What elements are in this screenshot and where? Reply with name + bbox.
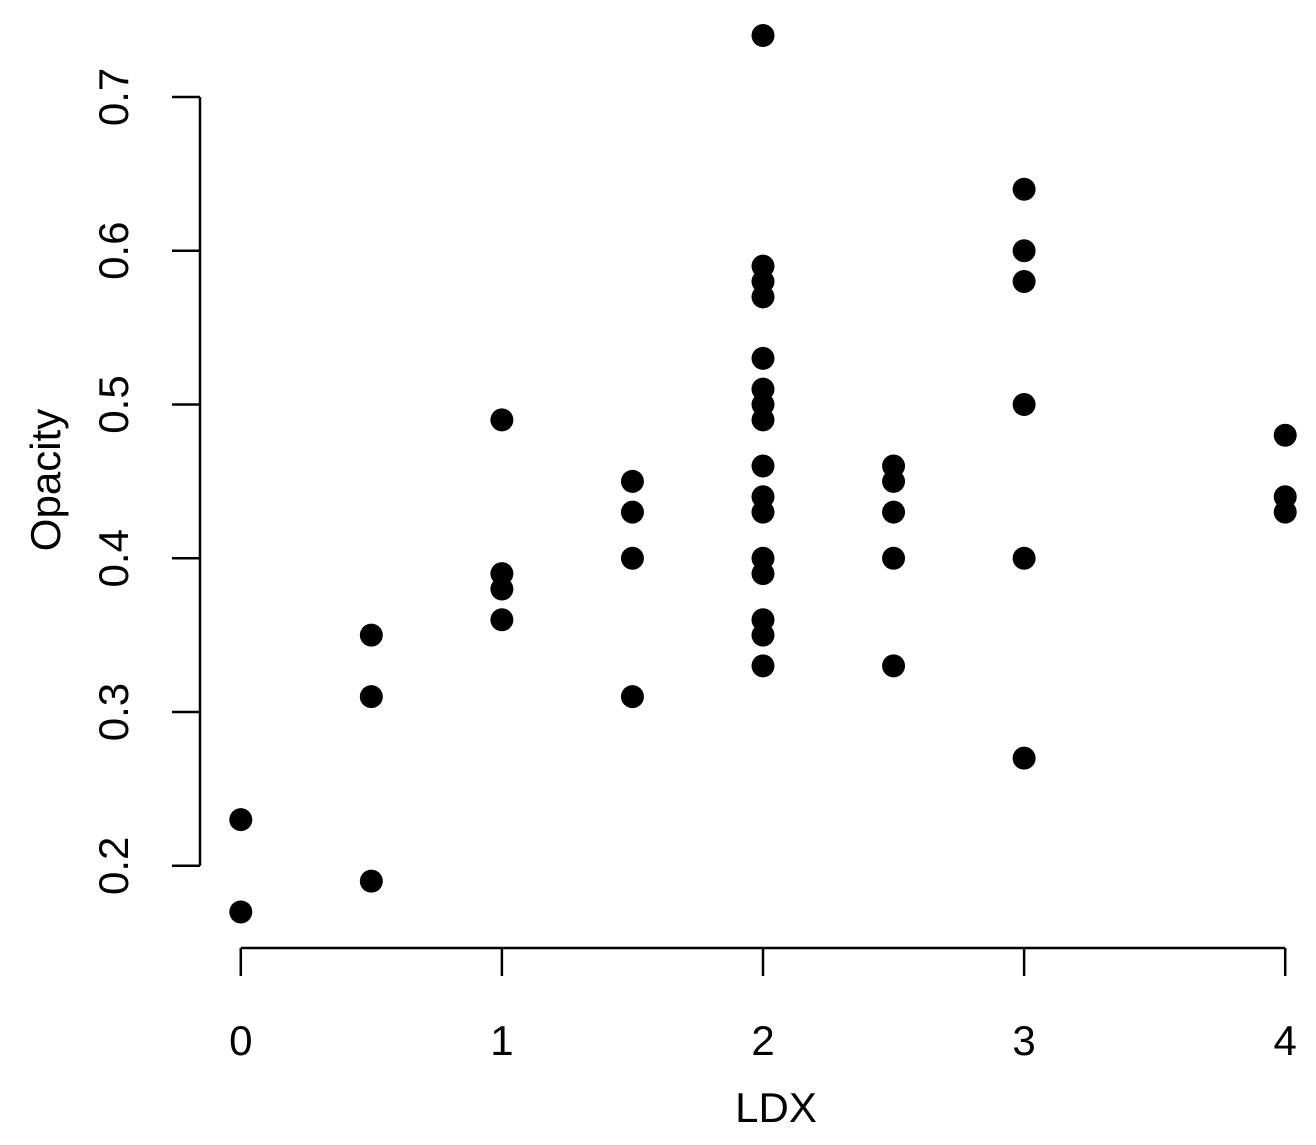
point xyxy=(490,408,514,432)
x-tick-label: 0 xyxy=(229,1017,252,1064)
point xyxy=(1012,546,1036,570)
point xyxy=(490,608,514,632)
y-tick-label: 0.3 xyxy=(90,683,137,741)
point xyxy=(882,546,906,570)
y-tick-label: 0.5 xyxy=(90,375,137,433)
point xyxy=(751,285,775,309)
point xyxy=(229,808,253,832)
x-axis-label: LDX xyxy=(735,1084,817,1131)
y-tick-label: 0.7 xyxy=(90,68,137,126)
point xyxy=(751,408,775,432)
x-tick-label: 3 xyxy=(1012,1017,1035,1064)
point xyxy=(1012,269,1036,293)
point xyxy=(751,562,775,586)
point xyxy=(229,900,253,924)
point xyxy=(1012,746,1036,770)
y-tick-label: 0.4 xyxy=(90,529,137,587)
point xyxy=(751,623,775,647)
point xyxy=(359,685,383,709)
point xyxy=(620,685,644,709)
point xyxy=(882,654,906,678)
point xyxy=(1273,423,1297,447)
x-tick-label: 1 xyxy=(490,1017,513,1064)
point xyxy=(751,500,775,524)
point xyxy=(490,577,514,601)
point xyxy=(882,500,906,524)
point xyxy=(359,623,383,647)
point xyxy=(1273,500,1297,524)
point xyxy=(882,469,906,493)
point xyxy=(1012,239,1036,263)
point xyxy=(1012,177,1036,201)
point xyxy=(620,469,644,493)
point xyxy=(751,454,775,478)
point xyxy=(359,869,383,893)
point xyxy=(751,23,775,47)
y-tick-label: 0.2 xyxy=(90,837,137,895)
point xyxy=(1012,393,1036,417)
x-tick-label: 4 xyxy=(1274,1017,1297,1064)
point xyxy=(620,546,644,570)
y-tick-label: 0.6 xyxy=(90,222,137,280)
x-tick-label: 2 xyxy=(751,1017,774,1064)
point xyxy=(751,654,775,678)
y-axis-label: Opacity xyxy=(22,409,69,551)
point xyxy=(620,500,644,524)
point xyxy=(751,346,775,370)
